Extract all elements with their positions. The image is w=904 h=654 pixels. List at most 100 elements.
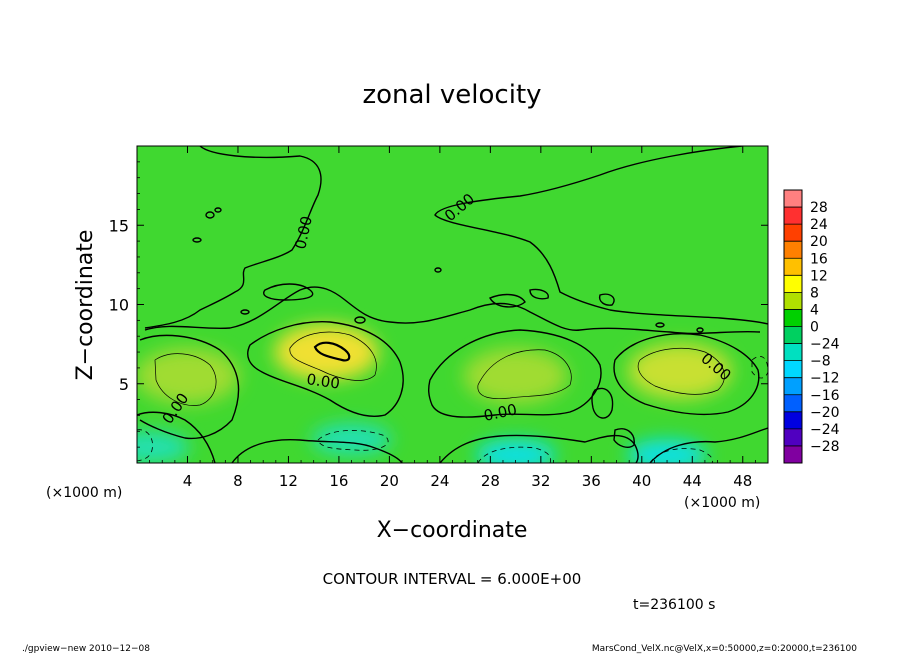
contour-zero-bottom-b <box>231 438 403 463</box>
x-tick-label-40: 40 <box>632 472 651 490</box>
y-axis-label: Z−coordinate <box>73 230 98 381</box>
contour-interval-text: CONTOUR INTERVAL = 6.000E+00 <box>323 570 582 588</box>
contour-negative-b <box>477 446 552 463</box>
chart-title: zonal velocity <box>362 80 541 110</box>
colorbar-segment-2 <box>784 207 802 225</box>
x-tick-label-8: 8 <box>233 472 243 490</box>
colorbar-label: −24 <box>810 422 840 438</box>
contour-zero-blob-d <box>613 333 760 416</box>
contour-zero-bottom-a <box>137 411 216 463</box>
colorbar-segment-16 <box>784 445 802 464</box>
y-tick-label-5: 5 <box>119 375 129 394</box>
contour-negative-c <box>649 448 714 463</box>
colorbar-label: 24 <box>810 217 828 233</box>
contour-blob-small-6 <box>489 293 526 308</box>
contour-blob-small-4 <box>434 267 442 273</box>
colorbar-segment-11 <box>784 360 802 379</box>
y-axis: 5 10 15 <box>109 161 768 448</box>
colorbar-segment-15 <box>784 428 802 447</box>
contour-blob-small-11 <box>240 309 250 315</box>
colorbar-segment-9 <box>784 326 802 345</box>
colorbar-segment-6 <box>784 275 802 293</box>
x-tick-label-28: 28 <box>481 472 500 490</box>
x-tick-label-36: 36 <box>582 472 601 490</box>
contour-blob-small-12 <box>354 316 366 324</box>
field-negative-8 <box>137 431 190 463</box>
footer-right: MarsCond_VelX.nc@VelX,x=0:50000,z=0:2000… <box>592 644 857 654</box>
colorbar-segment-13 <box>784 394 802 413</box>
contour-zero-bottom-c <box>439 434 639 463</box>
colorbar-label: −8 <box>810 354 831 370</box>
field-negative-6 <box>475 439 556 463</box>
colorbar-label: −24 <box>810 337 840 353</box>
colorbar-segment-7 <box>784 292 802 310</box>
contour-zero-blob-b <box>247 321 404 417</box>
x-tick-label-4: 4 <box>183 472 193 490</box>
x-tick-label-48: 48 <box>733 472 752 490</box>
field-negative-7 <box>627 439 708 463</box>
x-unit-left: (×1000 m) <box>46 485 122 501</box>
contour-blob-small-3 <box>192 237 202 243</box>
x-axis: 4 8 12 16 20 24 28 32 36 40 44 48 <box>149 146 756 490</box>
plot-background <box>137 146 768 463</box>
colorbar-label: −20 <box>810 405 840 421</box>
contour-blob-small-9 <box>591 387 614 419</box>
contour-blob-small-8 <box>598 293 615 306</box>
colorbar-segment-8 <box>784 309 802 327</box>
contour-zero-mid <box>144 286 761 335</box>
x-axis-label: X−coordinate <box>377 518 528 543</box>
colorbar-label: −16 <box>810 388 840 404</box>
contour-peak <box>313 341 351 362</box>
colorbar-segment-1 <box>784 190 802 208</box>
contour-blob-small-10 <box>613 428 635 448</box>
time-text: t=236100 s <box>633 597 715 613</box>
contour-zero-bottom-d <box>649 427 768 463</box>
contour-positive-c <box>637 347 725 395</box>
x-tick-label-20: 20 <box>380 472 399 490</box>
colorbar-segment-3 <box>784 224 802 242</box>
footer-left: ./gpview−new 2010−12−08 <box>22 644 150 654</box>
colorbar-segment-12 <box>784 377 802 396</box>
colorbar-segment-14 <box>784 411 802 430</box>
colorbar-label: −28 <box>810 439 840 455</box>
y-tick-label-15: 15 <box>109 216 129 235</box>
x-tick-label-24: 24 <box>430 472 449 490</box>
contour-positive-b <box>477 349 572 399</box>
colorbar-label: 16 <box>810 251 828 267</box>
contour-lines <box>137 146 768 463</box>
x-tick-label-44: 44 <box>683 472 702 490</box>
contour-blob-small-13 <box>655 322 665 328</box>
field-positive-1 <box>274 324 379 381</box>
colorbar-label: 0 <box>810 320 819 336</box>
field-positive-2 <box>463 347 568 404</box>
field-negative-5 <box>311 423 392 456</box>
colorbar-label: −12 <box>810 371 840 387</box>
x-tick-label-32: 32 <box>531 472 550 490</box>
contour-zero-upper-left <box>144 146 322 329</box>
colorbar-label: 12 <box>810 268 828 284</box>
colorbar-segment-4 <box>784 241 802 259</box>
contour-blob-small-14 <box>696 327 704 333</box>
colorbar-label: 4 <box>810 302 819 318</box>
contour-blob-small-5 <box>263 283 314 301</box>
colorbar-label: 20 <box>810 234 828 250</box>
contour-zero-blob-c <box>427 329 602 418</box>
contour-blob-small-2 <box>214 207 222 213</box>
contour-zero-upper-right <box>434 146 768 325</box>
contour-positive-d <box>154 353 217 406</box>
y-tick-label-10: 10 <box>109 296 129 315</box>
contour-label-3: 0.00 <box>305 370 341 392</box>
plot-area: 0.00 0.00 0.00 0.00 0.00 0.00 <box>137 146 768 463</box>
contour-blob-small-7 <box>529 288 549 300</box>
contour-negative-a <box>317 430 389 451</box>
field-positive-4 <box>137 347 240 404</box>
x-tick-label-12: 12 <box>279 472 298 490</box>
colorbar-segment-5 <box>784 258 802 276</box>
x-tick-label-16: 16 <box>329 472 348 490</box>
x-unit-right: (×1000 m) <box>684 495 760 511</box>
contour-positive-a <box>289 331 377 381</box>
contour-negative-d <box>137 429 153 462</box>
contour-blob-small-1 <box>205 211 215 219</box>
